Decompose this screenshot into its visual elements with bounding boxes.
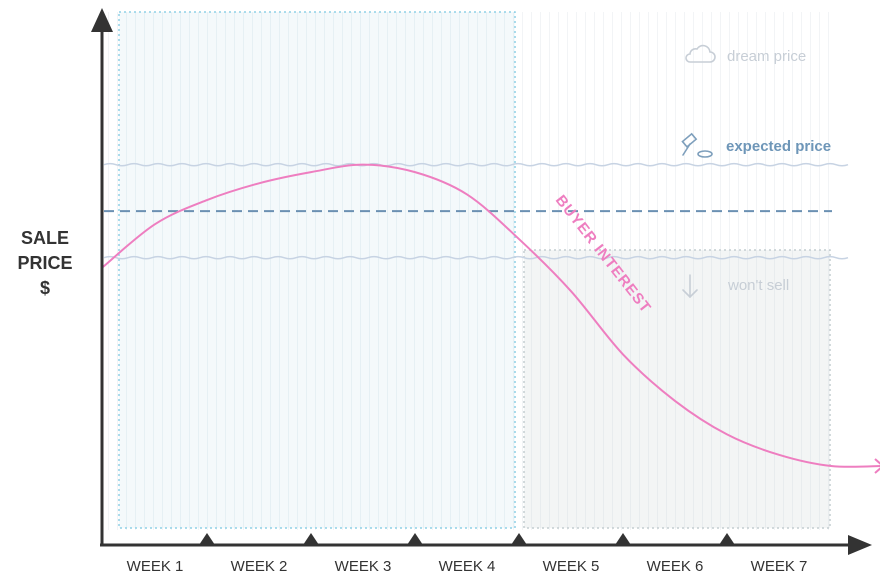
x-tick-label: WEEK 5 [543, 558, 600, 575]
y-label-line-1: SALE [20, 228, 69, 248]
y-axis-label: SALE PRICE $ [14, 226, 76, 301]
x-tick-label: WEEK 1 [127, 558, 184, 575]
dream-price-text: dream price [727, 48, 806, 65]
x-tick-label: WEEK 2 [231, 558, 288, 575]
x-tick-5 [615, 533, 631, 545]
y-axis-arrowhead [91, 8, 113, 32]
curve-arrowhead [874, 458, 880, 474]
region-early-interest [118, 11, 516, 529]
x-tick-3 [407, 533, 423, 545]
x-tick-label: WEEK 7 [751, 558, 808, 575]
x-tick-label: WEEK 4 [439, 558, 496, 575]
x-axis-ticks [199, 533, 735, 545]
expected-price-text: expected price [726, 138, 831, 155]
x-axis-labels: WEEK 1 WEEK 2 WEEK 3 WEEK 4 WEEK 5 WEEK 6 WEEK… [127, 558, 808, 575]
wont-sell-text: won't sell [727, 277, 789, 294]
x-tick-label: WEEK 6 [647, 558, 704, 575]
x-tick-1 [199, 533, 215, 545]
x-tick-4 [511, 533, 527, 545]
dream-price-line [103, 162, 849, 167]
series-buyer-interest [102, 163, 880, 468]
cloud-icon [685, 44, 716, 63]
x-axis-arrowhead [848, 535, 872, 555]
gavel-icon [681, 132, 713, 158]
dream-price-label: dream price [685, 44, 806, 65]
y-label-line-2: PRICE [17, 253, 73, 273]
wont-sell-line [103, 255, 849, 260]
y-label-line-3: $ [39, 278, 50, 298]
x-tick-2 [303, 533, 319, 545]
down-arrow-icon [682, 274, 698, 299]
x-tick-6 [719, 533, 735, 545]
x-tick-label: WEEK 3 [335, 558, 392, 575]
wont-sell-label: won't sell [682, 274, 789, 299]
expected-price-label: expected price [681, 132, 831, 158]
